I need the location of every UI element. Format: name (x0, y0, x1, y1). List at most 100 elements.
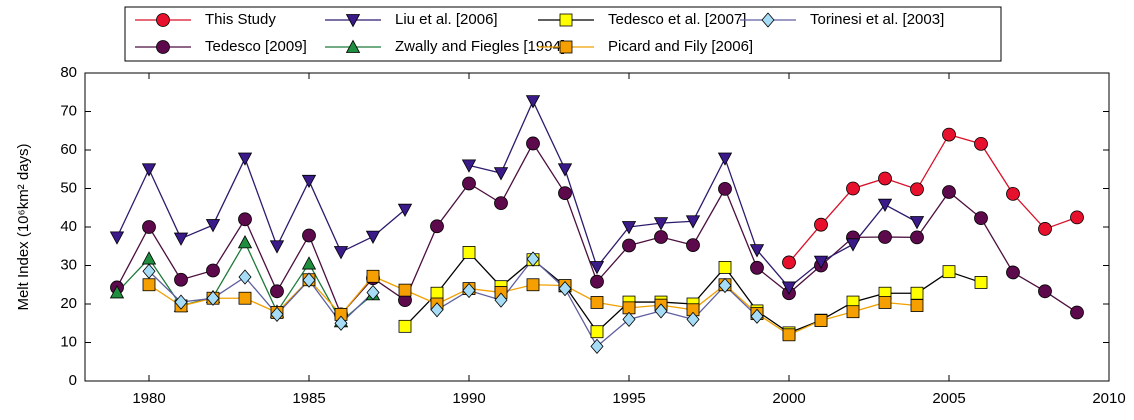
legend-marker (345, 14, 361, 28)
data-point (782, 255, 796, 270)
legend-label: Picard and Fily [2006] (608, 38, 753, 55)
data-point (237, 235, 253, 249)
y-tick-label: 20 (60, 295, 77, 312)
data-point (877, 198, 893, 213)
y-axis-label: Melt Index (10⁶km² days) (15, 143, 32, 310)
x-tick-label: 2010 (1092, 390, 1125, 407)
data-point (878, 230, 892, 244)
legend-label: Tedesco [2009] (205, 38, 307, 55)
y-tick-label: 10 (60, 333, 77, 350)
data-point (366, 269, 380, 283)
series-line (788, 133, 1078, 263)
data-point (845, 238, 861, 252)
legend-label: Zwally and Fiegles [1994] (395, 38, 565, 55)
data-point (462, 176, 476, 191)
data-point (974, 136, 988, 151)
legend-marker (345, 39, 361, 53)
data-point (846, 181, 860, 196)
legend-marker (156, 13, 170, 27)
x-tick-label: 1980 (132, 390, 165, 407)
data-point (142, 278, 156, 292)
x-tick-label: 1985 (292, 390, 325, 407)
data-point (1038, 222, 1052, 236)
data-point (558, 186, 572, 201)
data-point (206, 263, 220, 278)
data-point (685, 215, 701, 229)
data-point (781, 281, 797, 295)
data-point (494, 196, 508, 211)
data-point (109, 231, 125, 245)
data-point (526, 136, 540, 151)
data-point (206, 290, 220, 306)
data-point (493, 167, 509, 181)
legend-marker (559, 13, 573, 27)
legend-marker (761, 12, 775, 28)
data-point (909, 216, 925, 230)
y-tick-label: 0 (69, 372, 77, 389)
data-point (717, 152, 733, 166)
data-point (1038, 284, 1052, 299)
data-point (398, 319, 412, 333)
data-point (910, 182, 924, 197)
data-point (718, 277, 732, 294)
y-tick-label: 40 (60, 218, 77, 235)
data-point (589, 261, 605, 275)
data-point (301, 256, 317, 270)
data-point (109, 285, 125, 299)
data-point (590, 338, 604, 354)
data-point (526, 278, 540, 292)
data-point (622, 311, 636, 328)
series-line (116, 142, 1078, 316)
data-point (141, 163, 157, 177)
data-point (590, 274, 604, 289)
legend-label: Tedesco et al. [2007] (608, 11, 746, 28)
data-point (782, 328, 796, 342)
data-point (238, 212, 252, 227)
data-point (398, 283, 412, 297)
data-point (942, 127, 956, 142)
data-point (142, 263, 156, 279)
data-point (942, 185, 956, 199)
data-point (878, 171, 892, 186)
data-point (526, 251, 540, 267)
data-point (174, 272, 188, 287)
y-tick-label: 70 (60, 102, 77, 119)
data-point (814, 314, 828, 327)
data-point (269, 240, 285, 254)
data-point (462, 282, 476, 299)
data-point (749, 244, 765, 258)
data-point (686, 238, 700, 252)
x-tick-label: 2000 (772, 390, 805, 407)
x-tick-label: 1995 (612, 390, 645, 407)
data-point (974, 211, 988, 226)
data-point (302, 228, 316, 243)
data-point (621, 221, 637, 235)
data-point (590, 296, 604, 309)
data-point (173, 232, 189, 246)
data-point (141, 251, 157, 265)
legend-label: Torinesi et al. [2003] (810, 11, 944, 28)
legend-label: Liu et al. [2006] (395, 11, 498, 28)
data-point (397, 203, 413, 218)
data-point (653, 217, 669, 231)
data-point (654, 230, 668, 244)
data-point (334, 315, 348, 331)
data-point (910, 286, 924, 300)
data-point (301, 174, 317, 189)
data-point (270, 284, 284, 299)
data-point (910, 299, 924, 312)
data-point (270, 306, 284, 323)
data-point (654, 303, 668, 319)
legend-label: This Study (205, 11, 276, 28)
data-point (205, 219, 221, 233)
data-point (622, 238, 636, 253)
y-tick-label: 60 (60, 141, 77, 158)
data-point (750, 260, 764, 275)
data-point (461, 159, 477, 173)
data-point (557, 163, 573, 177)
data-point (430, 219, 444, 234)
legend-marker (156, 40, 170, 54)
data-point (238, 269, 252, 285)
data-point (462, 246, 476, 259)
